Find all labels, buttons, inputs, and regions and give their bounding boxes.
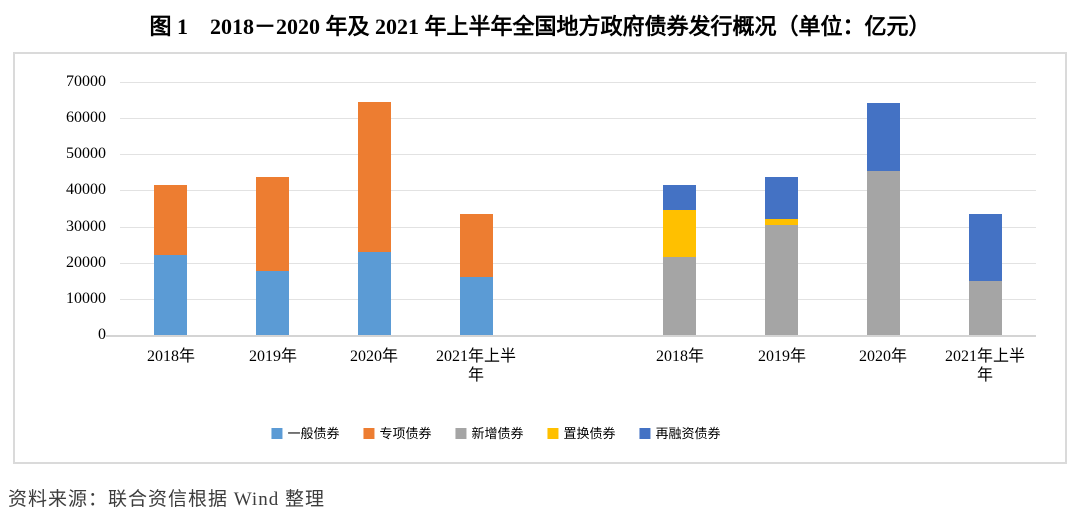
y-axis-tick-label: 70000 xyxy=(66,73,106,90)
y-axis-tick-label: 0 xyxy=(98,326,106,343)
bar-segment xyxy=(765,177,798,219)
source-note: 资料来源：联合资信根据 Wind 整理 xyxy=(8,489,325,510)
bar-segment xyxy=(256,271,289,335)
legend-swatch-icon xyxy=(271,428,283,439)
y-axis-tick-label: 10000 xyxy=(66,290,106,307)
legend-item: 新增债券 xyxy=(455,426,524,441)
gridline xyxy=(120,227,1036,228)
x-axis-category-label: 2019年 xyxy=(248,348,297,365)
bar-segment xyxy=(154,185,187,255)
y-axis-tick-label: 40000 xyxy=(66,181,106,198)
legend-item-label: 新增债券 xyxy=(471,426,524,441)
bar-segment xyxy=(154,255,187,335)
bar-segment xyxy=(663,210,696,257)
gridline xyxy=(120,190,1036,191)
gridline xyxy=(120,154,1036,155)
bar-segment xyxy=(663,185,696,210)
legend: 一般债券 专项债券 新增债券 置换债券 再融资债券 xyxy=(259,426,732,441)
legend-item: 专项债券 xyxy=(363,426,431,441)
bar-segment xyxy=(867,171,900,335)
legend-swatch-icon xyxy=(455,428,467,439)
x-axis-category-label: 2020年 xyxy=(858,348,907,365)
bar-segment xyxy=(460,277,493,335)
legend-item-label: 置换债券 xyxy=(563,426,616,441)
legend-item: 置换债券 xyxy=(547,426,616,441)
y-axis-tick-label: 50000 xyxy=(66,145,106,162)
legend-swatch-icon xyxy=(363,428,375,439)
bar-segment xyxy=(969,281,1002,335)
legend-item-label: 再融资债券 xyxy=(655,426,721,441)
chart-title: 图 1 2018－2020 年及 2021 年上半年全国地方政府债券发行概况（单… xyxy=(149,14,931,39)
legend-swatch-icon xyxy=(639,428,651,439)
bar-segment xyxy=(663,257,696,335)
gridline xyxy=(120,299,1036,300)
bar-segment xyxy=(867,103,900,171)
bar-segment xyxy=(256,177,289,271)
bar-segment xyxy=(358,102,391,252)
gridline xyxy=(120,118,1036,119)
gridline xyxy=(120,263,1036,264)
legend-item-label: 专项债券 xyxy=(379,426,432,441)
plot-area: 0 10000 20000 30000 40000 50000 60000 70000 2018… xyxy=(15,54,1065,462)
x-axis-category-label: 2019年 xyxy=(757,348,806,365)
bar-segment xyxy=(969,214,1002,281)
x-axis-category-label: 2021年上半年 xyxy=(944,348,1025,384)
legend-swatch-icon xyxy=(547,428,559,439)
bar-segment xyxy=(358,252,391,335)
legend-item-label: 一般债券 xyxy=(287,426,340,441)
y-axis-tick-label: 60000 xyxy=(66,109,106,126)
y-axis-tick-label: 20000 xyxy=(66,254,106,271)
x-axis-category-label: 2020年 xyxy=(349,348,398,365)
bar-segment xyxy=(765,225,798,335)
x-axis-category-label: 2018年 xyxy=(655,348,704,365)
x-axis-category-label: 2018年 xyxy=(146,348,195,365)
x-axis-category-label: 2021年上半年 xyxy=(435,348,516,384)
bar-segment xyxy=(460,214,493,277)
x-axis-line xyxy=(106,335,1036,337)
legend-item: 一般债券 xyxy=(271,426,339,441)
legend-item: 再融资债券 xyxy=(639,426,721,441)
gridline xyxy=(120,82,1036,83)
bar-segment xyxy=(765,219,798,225)
y-axis-tick-label: 30000 xyxy=(66,218,106,235)
chart-frame: 0 10000 20000 30000 40000 50000 60000 70000 2018… xyxy=(13,52,1067,464)
